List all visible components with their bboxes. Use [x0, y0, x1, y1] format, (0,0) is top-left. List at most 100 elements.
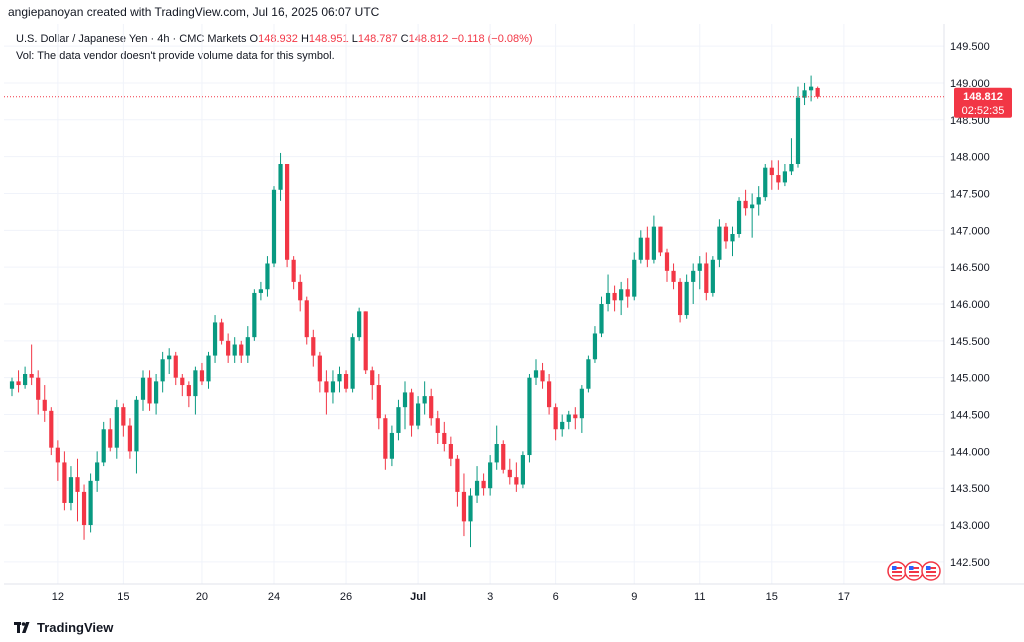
candle-body: [815, 87, 820, 97]
candle-body: [36, 377, 41, 400]
flag-stripe: [909, 567, 919, 569]
price-tag-countdown: 02:52:35: [962, 105, 1005, 117]
candle: [769, 160, 774, 190]
y-tick-label: 146.000: [950, 299, 990, 311]
x-tick-label: Jul: [410, 591, 426, 603]
candle-body: [488, 462, 493, 489]
candle: [55, 440, 60, 481]
candle: [605, 274, 611, 312]
candle: [370, 366, 375, 400]
candle: [134, 396, 139, 474]
x-tick-label: 3: [487, 591, 493, 603]
price-tag: 148.812 02:52:35: [954, 87, 1012, 118]
candle: [114, 399, 119, 459]
candle-body: [782, 171, 787, 183]
candle: [193, 366, 198, 415]
candle-body: [763, 167, 768, 198]
candle: [566, 410, 571, 430]
candle-body: [206, 355, 211, 382]
change-value: −0.118 (−0.08%): [451, 33, 533, 45]
candle: [697, 256, 702, 290]
candle: [809, 75, 814, 102]
candle-body: [114, 407, 119, 448]
candle-body: [540, 370, 545, 382]
candle: [42, 385, 47, 422]
low-label: L: [351, 33, 358, 45]
candle: [81, 484, 87, 540]
candle: [23, 366, 28, 389]
candle-body: [468, 495, 473, 522]
candle-body: [750, 204, 755, 209]
candle-body: [736, 200, 742, 234]
candle-body: [422, 396, 427, 404]
candle: [461, 473, 467, 537]
candle: [173, 351, 178, 386]
candle-body: [62, 462, 67, 503]
event-flags[interactable]: [887, 561, 941, 581]
candle: [409, 388, 414, 437]
candle-body: [330, 381, 336, 393]
candle-body: [769, 167, 774, 176]
candle: [154, 374, 159, 415]
candle-body: [638, 237, 643, 260]
flag-stripe: [909, 571, 919, 573]
flag-stripe: [926, 571, 936, 573]
attribution-text: angiepanoyan created with TradingView.co…: [8, 5, 380, 19]
candle: [402, 381, 408, 430]
candle-body: [599, 304, 604, 334]
candle: [625, 278, 630, 308]
volume-note: Vol: The data vendor doesn't provide vol…: [16, 50, 335, 62]
candle: [789, 138, 794, 176]
flag-stripe: [909, 575, 919, 577]
candle: [651, 215, 656, 264]
x-tick-label: 17: [838, 591, 850, 603]
candle-body: [258, 289, 263, 293]
candle: [396, 399, 401, 441]
x-tick-label: 20: [196, 591, 208, 603]
candle: [736, 197, 742, 238]
candle-body: [527, 377, 532, 456]
candle: [429, 388, 434, 426]
high-value: 148.951: [308, 33, 349, 45]
candle-body: [9, 381, 15, 389]
candle-body: [147, 377, 152, 404]
candle-body: [507, 469, 512, 478]
candle-body: [167, 355, 172, 360]
candle: [383, 414, 388, 470]
price-tag-price: 148.812: [963, 91, 1003, 103]
candle: [304, 296, 309, 345]
candle: [776, 160, 781, 190]
candle: [265, 256, 270, 297]
candle: [49, 407, 54, 456]
candle-body: [789, 164, 794, 172]
candle-body: [461, 491, 467, 522]
candle-body: [383, 418, 388, 459]
y-tick-label: 144.500: [950, 410, 990, 422]
candle: [127, 418, 132, 459]
candle: [324, 370, 329, 415]
candle: [664, 248, 670, 282]
x-tick-label: 6: [553, 591, 559, 603]
time-axis[interactable]: 12 15 20 24 26 Jul 3 6 9 11 15 17: [52, 591, 850, 603]
open-value: 148.932: [258, 33, 298, 45]
candle: [317, 351, 322, 393]
symbol-name[interactable]: U.S. Dollar / Japanese Yen · 4h · CMC Ma…: [16, 33, 247, 45]
candle: [226, 333, 231, 363]
y-tick-label: 142.500: [950, 557, 990, 569]
candle: [278, 152, 283, 201]
candle-body: [186, 385, 191, 397]
candle: [232, 337, 237, 363]
candle: [592, 326, 598, 363]
candle: [147, 370, 152, 411]
candle-body: [743, 200, 748, 209]
candle: [619, 281, 624, 316]
footer-brand[interactable]: TradingView: [14, 620, 113, 635]
candle-body: [494, 444, 499, 463]
price-axis[interactable]: 142.500 143.000 143.500 144.000 144.500 145.0…: [950, 41, 990, 569]
candle: [658, 226, 663, 257]
candle: [560, 414, 565, 437]
candle-body: [605, 292, 611, 304]
candle: [363, 311, 368, 374]
